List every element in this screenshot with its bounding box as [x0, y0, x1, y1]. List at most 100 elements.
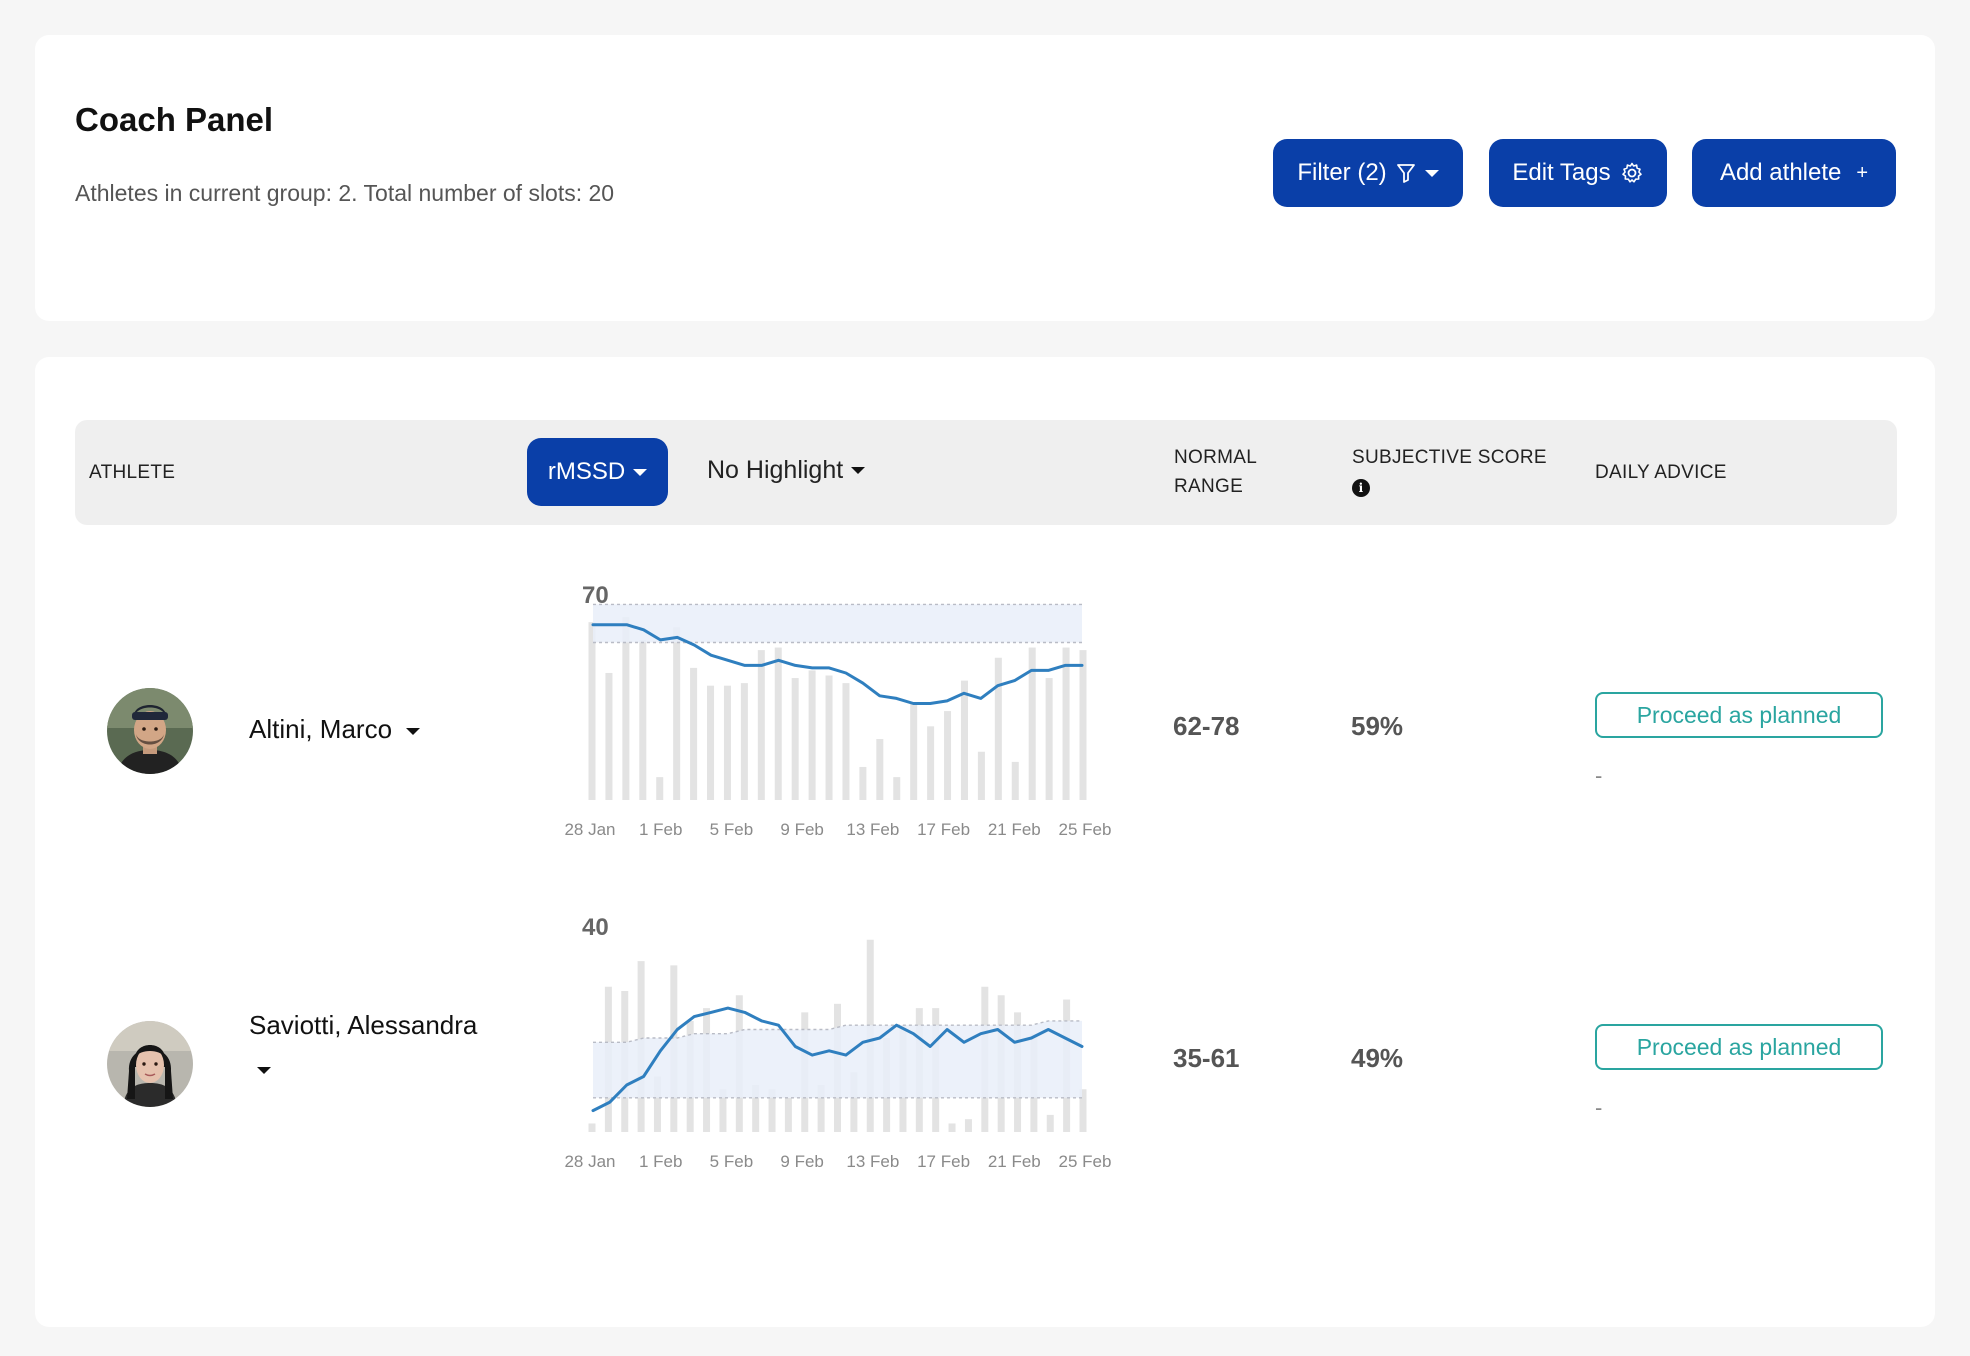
- daily-bar: [948, 1123, 956, 1132]
- x-tick-label: 21 Feb: [988, 1152, 1041, 1171]
- normal-range-value: 35-61: [1173, 1043, 1240, 1073]
- daily-bar: [791, 678, 799, 800]
- coach-panel-header-card: Coach Panel Athletes in current group: 2…: [35, 35, 1935, 321]
- advice-note: -: [1595, 1095, 1603, 1120]
- funnel-icon: [1396, 164, 1415, 183]
- x-tick-label: 17 Feb: [917, 820, 970, 839]
- highlight-dropdown[interactable]: No Highlight: [707, 456, 866, 485]
- x-tick-label: 25 Feb: [1059, 820, 1112, 839]
- daily-bar: [994, 657, 1002, 800]
- x-tick-label: 1 Feb: [639, 820, 682, 839]
- rmssd-trend-line: [591, 1006, 1084, 1113]
- daily-bar: [1062, 647, 1070, 800]
- daily-bar: [1079, 650, 1087, 800]
- daily-bar: [1046, 1114, 1054, 1132]
- daily-bar: [842, 683, 850, 800]
- filter-button-label: Filter (2): [1297, 159, 1387, 186]
- daily-bar: [740, 683, 748, 800]
- highlight-dropdown-label: No Highlight: [707, 456, 844, 484]
- daily-bar: [707, 685, 715, 800]
- daily-bar: [808, 670, 816, 800]
- metric-dropdown-label: rMSSD: [547, 458, 626, 485]
- table-header: ATHLETE rMSSD No Highlight NORMAL RANGE …: [75, 420, 1897, 525]
- x-tick-label: 1 Feb: [639, 1152, 682, 1171]
- chevron-down-icon[interactable]: [257, 1067, 271, 1074]
- daily-bar: [960, 680, 968, 800]
- add-athlete-button[interactable]: Add athlete +: [1692, 139, 1896, 207]
- daily-bar: [673, 627, 681, 800]
- x-tick-label: 28 Jan: [564, 820, 615, 839]
- daily-bar: [910, 703, 918, 800]
- daily-bar: [588, 622, 596, 800]
- daily-bar: [757, 650, 765, 800]
- daily-bar: [774, 647, 782, 800]
- filter-button[interactable]: Filter (2): [1273, 139, 1463, 207]
- daily-bar: [588, 1123, 596, 1132]
- normal-range-upper-line: [593, 1020, 1082, 1044]
- normal-range-band: [593, 604, 1082, 643]
- column-header-normal-range-line2: RANGE: [1174, 476, 1244, 497]
- rmssd-trend-chart: 70 28 Jan 1 Feb 5 Feb 9 Feb 13 Feb 17 Feb 21 Fe…: [564, 582, 1112, 839]
- add-athlete-label: Add athlete: [1719, 159, 1842, 186]
- chart-value-label: 70: [582, 582, 609, 609]
- daily-bar: [768, 1089, 776, 1132]
- x-tick-label: 28 Jan: [564, 1152, 615, 1171]
- chart-value-label: 40: [582, 914, 609, 941]
- athlete-name-text: Altini, Marco: [249, 714, 393, 744]
- info-icon[interactable]: i: [1352, 479, 1370, 497]
- advice-note: -: [1595, 763, 1603, 788]
- daily-bar: [944, 711, 952, 800]
- daily-bar: [784, 1097, 792, 1132]
- x-tick-label: 9 Feb: [780, 1152, 823, 1171]
- daily-bar: [1045, 678, 1053, 800]
- daily-bar: [752, 1085, 760, 1132]
- chevron-down-icon[interactable]: [406, 727, 421, 735]
- x-tick-label: 17 Feb: [917, 1152, 970, 1171]
- athlete-name[interactable]: Altini, Marco: [249, 711, 421, 747]
- x-tick-label: 21 Feb: [988, 820, 1041, 839]
- avatar-image: [107, 688, 193, 774]
- athlete-name-text: Saviotti, Alessandra: [249, 1010, 478, 1040]
- x-tick-label: 13 Feb: [846, 820, 899, 839]
- table-row: Saviotti, Alessandra 40 28 Jan 1 Feb 5 Feb 9…: [35, 899, 1935, 1209]
- rmssd-trend-line: [591, 623, 1084, 705]
- subjective-score-value: 59%: [1351, 711, 1404, 741]
- x-tick-label: 25 Feb: [1059, 1152, 1112, 1171]
- athletes-table-card: ATHLETE rMSSD No Highlight NORMAL RANGE …: [35, 357, 1935, 1327]
- rmssd-trend-chart: 40 28 Jan 1 Feb 5 Feb 9 Feb 13 Feb 17 Feb 21 Fe…: [564, 914, 1112, 1171]
- gear-icon: [1621, 162, 1642, 183]
- daily-bar: [876, 739, 884, 800]
- edit-tags-label: Edit Tags: [1512, 159, 1611, 186]
- daily-bar: [723, 685, 731, 800]
- chevron-down-icon: [633, 468, 648, 476]
- daily-bar: [977, 751, 985, 800]
- daily-bar: [850, 1072, 858, 1132]
- daily-bar: [817, 1085, 825, 1132]
- daily-bar: [656, 777, 664, 800]
- subjective-score-value: 49%: [1351, 1043, 1404, 1073]
- daily-advice-badge[interactable]: Proceed as planned: [1595, 692, 1883, 738]
- x-tick-label: 13 Feb: [846, 1152, 899, 1171]
- avatar[interactable]: [107, 1021, 193, 1107]
- daily-bar: [1011, 761, 1019, 800]
- column-header-normal-range: NORMAL RANGE: [1174, 443, 1257, 501]
- column-header-subjective-score-label: SUBJECTIVE SCORE: [1352, 447, 1547, 468]
- normal-range-value: 62-78: [1173, 711, 1240, 741]
- daily-bar: [653, 1076, 661, 1132]
- daily-bar: [825, 675, 833, 800]
- avatar[interactable]: [107, 688, 193, 774]
- daily-bar: [605, 672, 613, 800]
- metric-dropdown-button[interactable]: rMSSD: [527, 438, 668, 506]
- edit-tags-button[interactable]: Edit Tags: [1489, 139, 1667, 207]
- group-summary-text: Athletes in current group: 2. Total numb…: [75, 180, 615, 206]
- daily-bar: [639, 639, 647, 800]
- daily-bar: [1079, 1089, 1087, 1132]
- daily-advice-badge[interactable]: Proceed as planned: [1595, 1024, 1883, 1070]
- avatar-image: [107, 1021, 193, 1107]
- chevron-down-icon: [851, 467, 866, 474]
- chevron-down-icon: [1424, 169, 1439, 177]
- page-title: Coach Panel: [75, 101, 274, 138]
- athlete-name[interactable]: Saviotti, Alessandra: [249, 1007, 509, 1083]
- normal-range-band: [593, 1020, 1082, 1098]
- x-tick-label: 5 Feb: [710, 1152, 753, 1171]
